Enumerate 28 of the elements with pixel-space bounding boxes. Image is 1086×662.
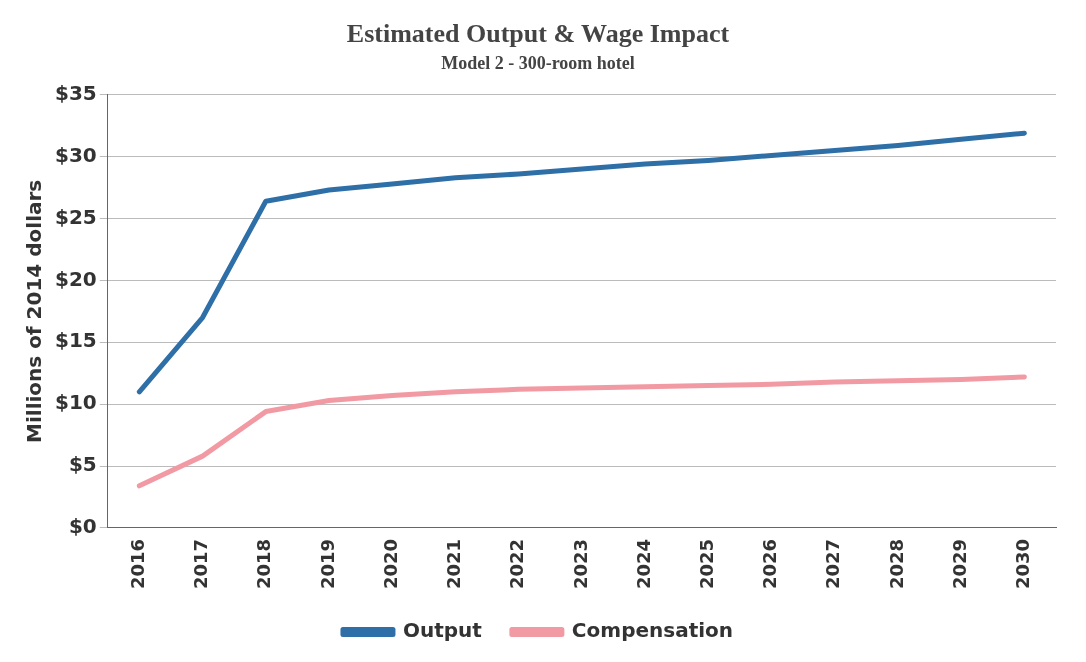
y-axis-title: Millions of 2014 dollars [22, 179, 47, 443]
y-tick-label: $5 [68, 452, 97, 477]
x-tick-label: 2024 [632, 538, 654, 590]
x-tick-label: 2023 [569, 538, 591, 590]
y-tick-label: $20 [55, 266, 97, 291]
y-tick-label: $10 [55, 390, 97, 415]
chart-subtitle: Model 2 - 300-room hotel [441, 52, 635, 73]
y-tick-label: $25 [55, 204, 97, 229]
legend-label: Output [402, 618, 483, 643]
x-tick-label: 2018 [253, 538, 275, 590]
y-tick-label: $15 [55, 328, 97, 353]
y-tick-label: $0 [68, 514, 97, 539]
y-tick-label: $35 [55, 81, 97, 105]
x-tick-label: 2025 [695, 538, 717, 590]
legend-label: Compensation [571, 618, 734, 643]
x-tick-label: 2026 [759, 538, 781, 590]
x-tick-label: 2020 [379, 538, 401, 590]
x-tick-label: 2016 [127, 538, 149, 590]
x-tick-label: 2017 [190, 538, 212, 590]
x-tick-label: 2028 [885, 538, 907, 590]
x-tick-label: 2030 [1012, 538, 1034, 590]
x-tick-label: 2029 [948, 538, 970, 590]
x-tick-label: 2019 [316, 538, 338, 590]
x-tick-label: 2021 [443, 538, 465, 590]
x-tick-label: 2027 [822, 538, 844, 590]
x-tick-label: 2022 [506, 538, 528, 590]
chart-title: Estimated Output & Wage Impact [346, 19, 730, 49]
y-tick-label: $30 [55, 142, 97, 167]
